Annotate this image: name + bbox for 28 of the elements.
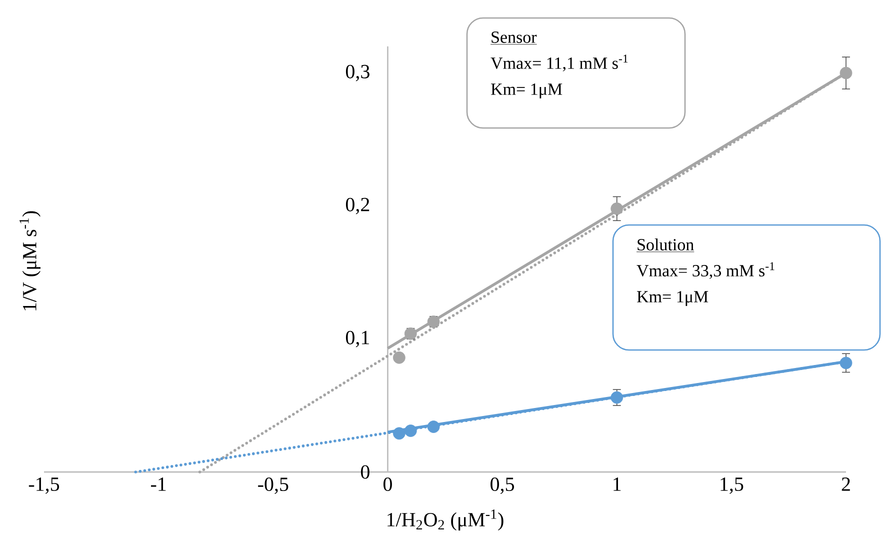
- point: [840, 66, 852, 80]
- x-tick-label: 2: [842, 478, 850, 491]
- annotation: Vmax= 33,3 mM s$^{-1}$: [636, 262, 774, 279]
- annotation: Solution: [638, 238, 694, 250]
- y-tick-label: 0,3: [346, 64, 370, 82]
- x-tick-label: -1,5: [28, 478, 60, 494]
- point: [392, 427, 406, 440]
- x-tick-label: 0,5: [490, 478, 514, 494]
- y-tick-label: 0,2: [346, 198, 370, 214]
- x-axis-title: 1/H$_{2}$O$_{2}$ (μM$^{-1}$): [388, 510, 504, 531]
- point: [610, 202, 624, 215]
- y-tick-label: 0,1: [346, 330, 369, 348]
- point: [392, 351, 406, 364]
- annotation: Vmax= 11,1 mM s$^{-1}$: [490, 54, 628, 72]
- y-axis-title: 1/V (μM s$^{-1}$): [19, 211, 40, 310]
- annotation: Km= 1μM: [491, 84, 562, 98]
- point: [610, 391, 624, 404]
- point: [840, 356, 852, 370]
- y-tick-label: 0: [360, 465, 370, 479]
- point: [427, 420, 440, 433]
- x-tick-label: 1,5: [720, 478, 744, 494]
- x-tick-label: -0,5: [258, 478, 288, 494]
- x-tick-label: -1: [150, 478, 166, 491]
- x-tick-label: 0: [383, 478, 392, 492]
- annotation: Km= 1μM: [637, 291, 708, 306]
- text: Sensor: [492, 32, 537, 43]
- point: [404, 424, 417, 437]
- x-tick-label: 1: [614, 478, 621, 491]
